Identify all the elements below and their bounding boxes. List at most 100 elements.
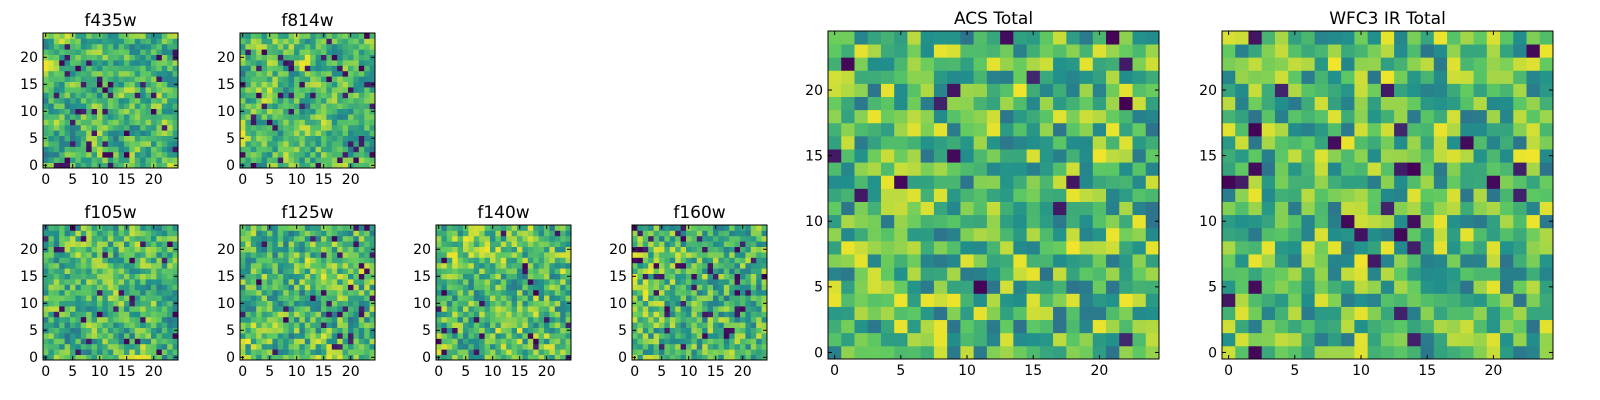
heatmap-cell	[156, 124, 163, 131]
heatmap-cell	[250, 97, 257, 104]
y-tick-label: 10	[609, 296, 627, 312]
heatmap-cell	[1380, 162, 1395, 176]
heatmap-cell	[358, 146, 365, 153]
heatmap-cell	[841, 201, 855, 216]
heatmap-cell	[506, 284, 512, 291]
heatmap-cell	[436, 230, 442, 237]
heatmap-cell	[43, 338, 49, 345]
heatmap-cell	[867, 175, 882, 189]
heatmap-cell	[277, 316, 284, 323]
heatmap-cell	[707, 246, 714, 253]
heatmap-cell	[272, 114, 279, 120]
heatmap-cell	[299, 141, 306, 147]
heatmap-cell	[1106, 332, 1120, 347]
heatmap-cell	[59, 279, 65, 285]
heatmap-cell	[129, 141, 136, 147]
heatmap-cell	[326, 322, 333, 328]
heatmap-cell	[250, 230, 257, 237]
heatmap-cell	[675, 338, 681, 345]
heatmap-cell	[511, 322, 518, 328]
heatmap-cell	[463, 316, 469, 323]
heatmap-cell	[310, 119, 316, 126]
heatmap-cell	[659, 311, 665, 318]
heatmap-cell	[1145, 188, 1160, 202]
heatmap-cell	[473, 246, 480, 253]
heatmap-cell	[310, 316, 316, 323]
heatmap-cell	[145, 235, 152, 242]
heatmap-cell	[664, 268, 671, 274]
heatmap-cell	[358, 343, 365, 350]
heatmap-cell	[277, 97, 284, 104]
heatmap-cell	[740, 273, 746, 280]
heatmap-cell	[907, 135, 922, 150]
heatmap-cell	[527, 338, 534, 345]
heatmap-cell	[124, 273, 130, 280]
heatmap-cell	[920, 135, 935, 150]
heatmap-cell	[761, 306, 768, 312]
heatmap-cell	[1053, 44, 1067, 58]
heatmap-cell	[331, 119, 338, 126]
heatmap-cell	[75, 54, 82, 61]
heatmap-cell	[734, 235, 741, 242]
heatmap-cell	[729, 257, 735, 264]
heatmap-cell	[473, 338, 480, 345]
heatmap-cell	[1407, 201, 1421, 216]
heatmap-cell	[288, 241, 295, 247]
heatmap-cell	[761, 316, 768, 323]
heatmap-cell	[145, 354, 152, 361]
heatmap-cell	[446, 257, 453, 264]
y-tick-label: 20	[217, 242, 235, 258]
heatmap-cell	[729, 230, 735, 237]
heatmap-cell	[294, 333, 300, 339]
heatmap-cell	[348, 279, 354, 285]
heatmap-cell	[1066, 201, 1080, 216]
heatmap-cell	[538, 349, 545, 355]
heatmap-cell	[729, 343, 735, 350]
heatmap-cell	[1486, 319, 1501, 334]
heatmap-cell	[86, 225, 92, 231]
heatmap-cell	[452, 241, 458, 247]
heatmap-cell	[134, 108, 141, 115]
heatmap-cell	[1288, 345, 1302, 360]
heatmap-cell	[161, 225, 168, 231]
heatmap-cell	[167, 76, 173, 82]
heatmap-cell	[1222, 254, 1236, 268]
heatmap-cell	[511, 235, 518, 242]
heatmap-cell	[64, 146, 71, 153]
heatmap-cell	[86, 279, 92, 285]
heatmap-cell	[527, 246, 534, 253]
heatmap-cell	[867, 201, 882, 216]
heatmap-cell	[723, 230, 730, 237]
heatmap-cell	[167, 81, 173, 88]
heatmap-cell	[973, 96, 988, 111]
heatmap-cell	[304, 289, 311, 296]
heatmap-cell	[696, 235, 703, 242]
heatmap-cell	[315, 70, 322, 77]
heatmap-cell	[310, 81, 316, 88]
heatmap-cell	[680, 306, 687, 312]
heatmap-cell	[353, 108, 360, 115]
heatmap-cell	[669, 279, 676, 285]
heatmap-cell	[167, 289, 173, 296]
heatmap-cell	[1314, 306, 1329, 321]
heatmap-cell	[315, 257, 322, 264]
heatmap-cell	[118, 316, 125, 323]
heatmap-cell	[337, 65, 343, 72]
heatmap-cell	[675, 311, 681, 318]
heatmap-cell	[973, 240, 988, 255]
heatmap-cell	[369, 76, 376, 82]
heatmap-cell	[468, 338, 475, 345]
heatmap-cell	[828, 149, 842, 163]
heatmap-cell	[1354, 332, 1369, 347]
heatmap-cell	[80, 246, 87, 253]
heatmap-cell	[48, 343, 55, 350]
heatmap-cell	[468, 246, 475, 253]
heatmap-cell	[664, 316, 671, 323]
heatmap-cell	[277, 343, 284, 350]
heatmap-cell	[53, 284, 60, 291]
heatmap-cell	[364, 103, 370, 109]
heatmap-cell	[250, 146, 257, 153]
heatmap-cell	[118, 246, 125, 253]
heatmap-cell	[920, 201, 935, 216]
heatmap-cell	[1145, 201, 1160, 216]
